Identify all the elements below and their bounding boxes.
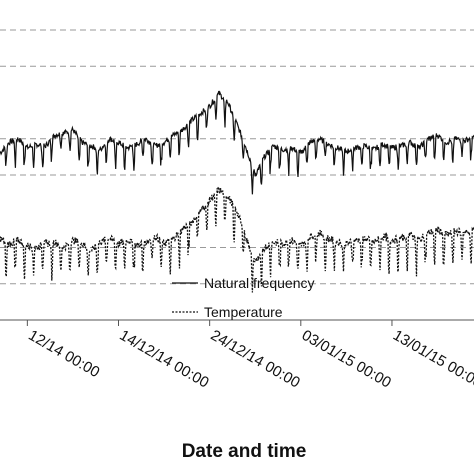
series-line-temperature <box>0 185 474 293</box>
x-axis-title: Date and time <box>182 441 307 462</box>
gridlines <box>0 29 474 285</box>
legend: Natural frequency Temperature <box>172 275 315 320</box>
legend-label-natural-frequency: Natural frequency <box>204 275 315 291</box>
legend-label-temperature: Temperature <box>204 304 283 320</box>
series-line-natural-frequency <box>0 90 474 195</box>
plot-lines <box>0 90 474 293</box>
